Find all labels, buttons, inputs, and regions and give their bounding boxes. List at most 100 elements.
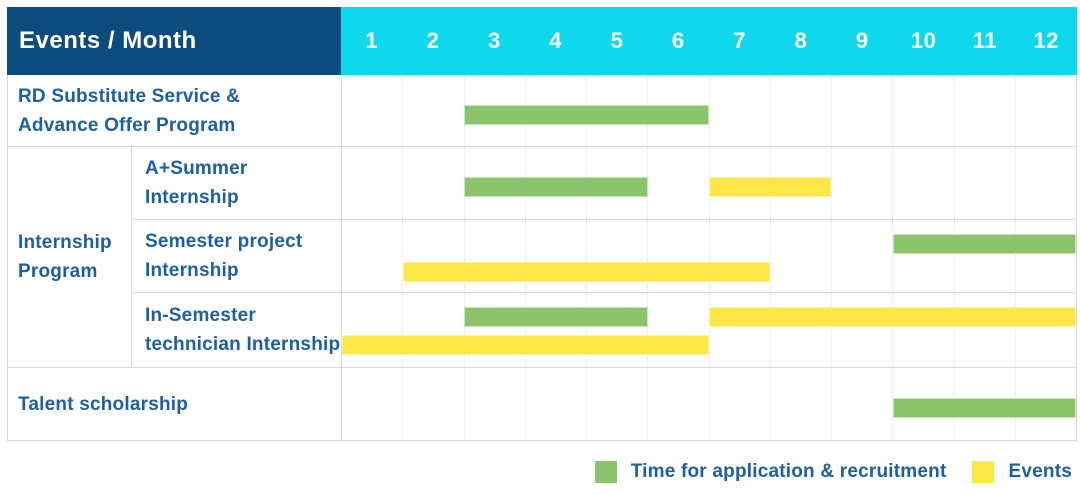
month-grid-cell: [647, 220, 708, 292]
month-grid-cell: [402, 75, 463, 146]
month-grid-cell: [953, 75, 1015, 146]
month-grid-cell: [1014, 75, 1076, 146]
bars-container: [342, 75, 1076, 146]
month-header-cell: 8: [794, 28, 808, 53]
gantt-bar-green: [892, 234, 1076, 254]
row-label-line: Internship: [145, 187, 239, 208]
timeline-row-semester-project: [342, 220, 1076, 293]
corner-header-title: Events / Month: [19, 27, 197, 54]
month-header-cell: 4: [549, 28, 563, 53]
month-grid-cell: [463, 147, 525, 219]
timeline-row-a-plus-summer: [342, 147, 1076, 220]
month-grid-cell: [647, 293, 708, 367]
bars-container: [342, 147, 1076, 219]
legend-item-application-recruitment: Time for application & recruitment: [594, 461, 947, 483]
month-grid-cell: [831, 75, 892, 146]
month-grid-cell: [769, 368, 831, 441]
month-grid-cell: [769, 220, 831, 292]
month-header-cell: 2: [426, 28, 440, 53]
gantt-bar-green: [464, 307, 648, 327]
month-header-cell: 1: [365, 28, 379, 53]
row-label-line: Advance Offer Program: [18, 114, 236, 136]
month-grid-cell: [708, 75, 770, 146]
month-grid-cell: [769, 293, 831, 367]
row-label-rd-substitute: RD Substitute Service & Advance Offer Pr…: [8, 75, 342, 147]
month-grid-cell: [892, 293, 953, 367]
bars-container: [342, 220, 1076, 292]
month-grid-cell: [892, 147, 953, 219]
month-grid-cell: [402, 147, 463, 219]
row-label-line: Internship: [145, 260, 239, 281]
month-grid-cell: [831, 293, 892, 367]
legend-item-events: Events: [972, 461, 1072, 483]
legend-swatch-green: [594, 461, 617, 483]
month-grid-cell: [892, 220, 953, 292]
month-grid-cell: [524, 293, 586, 367]
month-grid-cell: [708, 293, 770, 367]
gantt-bar-yellow: [709, 177, 832, 197]
row-label-line: RD Substitute Service &: [18, 85, 241, 107]
month-grid-cell: [463, 75, 525, 146]
events-month-gantt-table: Events / Month 1 2 3 4 5 6 7 8 9 10 11 12 RD Substi…: [7, 7, 1077, 441]
month-grid-cell: [1014, 293, 1076, 367]
gantt-bar-yellow: [403, 262, 771, 282]
row-label-talent-scholarship: Talent scholarship: [8, 368, 342, 441]
month-grid-cell: [524, 368, 586, 441]
month-grid-cell: [953, 220, 1015, 292]
month-grid-cell: [708, 368, 770, 441]
month-grid-cell: [892, 75, 953, 146]
month-header-cell: 5: [610, 28, 624, 53]
gantt-bar-green: [464, 105, 709, 125]
month-grid: [342, 220, 1076, 292]
month-grid-cell: [831, 147, 892, 219]
month-header-cell: 11: [972, 28, 998, 53]
timeline-row-talent-scholarship: [342, 368, 1076, 441]
month-grid-cell: [524, 220, 586, 292]
row-label-in-semester-technician: In-Semester technician Internship: [132, 293, 342, 368]
row-label-line: technician Internship: [145, 334, 341, 355]
month-grid-cell: [953, 293, 1015, 367]
months-header: 1 2 3 4 5 6 7 8 9 10 11 12: [341, 7, 1077, 75]
legend-swatch-yellow: [972, 461, 995, 483]
month-grid-cell: [1014, 147, 1076, 219]
row-label-line: Talent scholarship: [18, 394, 189, 415]
row-label-semester-project: Semester project Internship: [132, 220, 342, 293]
bars-container: [342, 368, 1076, 441]
group-label-line: Internship: [18, 232, 112, 253]
month-header-cell: 9: [855, 28, 869, 53]
timeline-row-rd-substitute: [342, 75, 1076, 147]
month-grid-cell: [1014, 220, 1076, 292]
row-label-line: In-Semester: [145, 305, 256, 326]
legend: Time for application & recruitment Event…: [594, 461, 1072, 483]
gantt-bar-green: [464, 177, 648, 197]
month-grid-cell: [953, 147, 1015, 219]
month-grid-cell: [463, 220, 525, 292]
row-label-line: Semester project: [145, 231, 303, 252]
month-header-cell: 7: [733, 28, 746, 53]
group-label-line: Program: [18, 261, 98, 282]
table-header-row: Events / Month 1 2 3 4 5 6 7 8 9 10 11 12: [7, 7, 1077, 75]
group-label-internship-program: Internship Program: [8, 147, 132, 368]
month-grid-cell: [463, 293, 525, 367]
month-header-cell: 12: [1033, 28, 1060, 53]
timeline-row-in-semester-technician: [342, 293, 1076, 368]
row-label-line: A+Summer: [145, 158, 248, 179]
bars-container: [342, 293, 1076, 367]
month-grid-cell: [708, 220, 770, 292]
month-header-cell: 10: [910, 28, 937, 53]
corner-header-cell: Events / Month: [7, 7, 341, 75]
legend-label: Time for application & recruitment: [630, 461, 947, 482]
month-grid: [342, 293, 1076, 367]
month-grid-cell: [402, 368, 463, 441]
month-grid-cell: [463, 368, 525, 441]
month-grid-cell: [831, 220, 892, 292]
gantt-bar-yellow: [709, 307, 1076, 327]
month-header-cell: 3: [487, 28, 501, 53]
month-grid-cell: [586, 368, 647, 441]
month-grid-cell: [402, 293, 463, 367]
month-grid-cell: [647, 368, 708, 441]
month-grid-cell: [586, 220, 647, 292]
legend-label: Events: [1008, 461, 1072, 482]
month-grid-cell: [402, 220, 463, 292]
gantt-bar-green: [892, 398, 1076, 418]
